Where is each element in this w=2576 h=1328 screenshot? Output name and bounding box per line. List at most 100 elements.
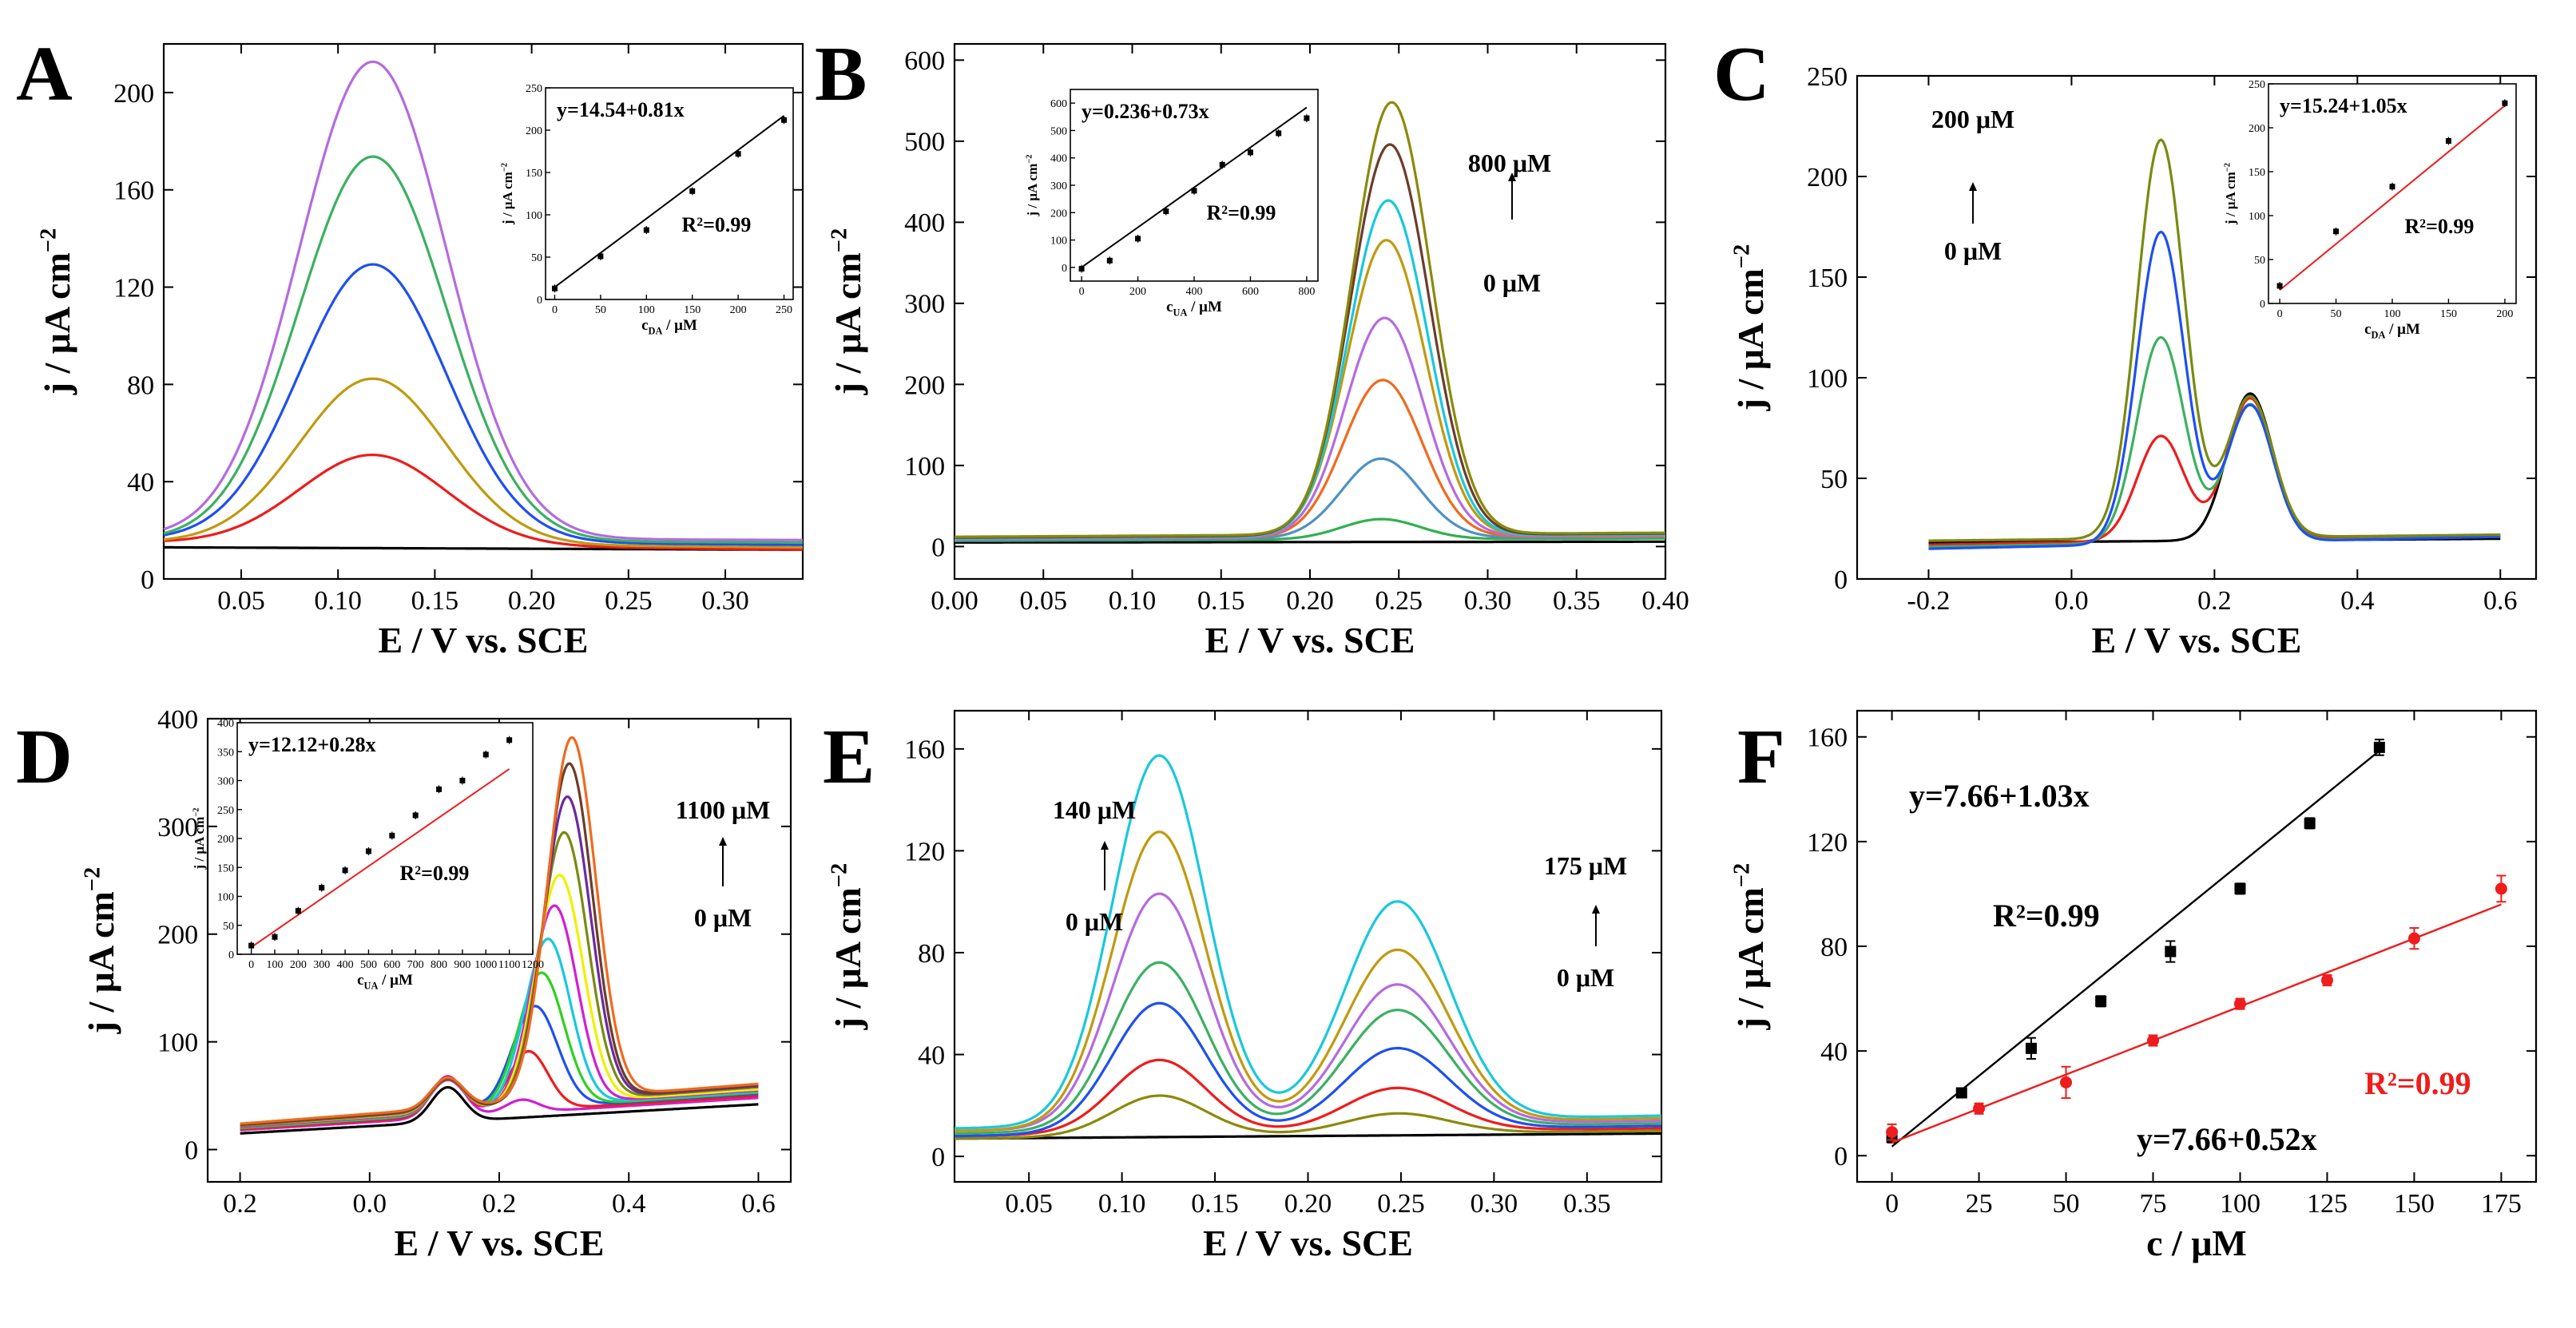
- A-series-2: [163, 377, 803, 549]
- B-annotation-1: 0 μM: [1483, 268, 1541, 297]
- B-inset-xlabel: cUA / μM: [1166, 299, 1222, 319]
- D-inset-ytick-label: 0: [228, 949, 234, 961]
- B-inset-ytick-label: 300: [1050, 180, 1067, 192]
- E-ytick-label: 80: [918, 939, 945, 969]
- C-inset-frame: [2268, 83, 2517, 304]
- F-point-1: [1886, 1126, 1899, 1139]
- D-inset-xtick-label: 100: [266, 959, 283, 971]
- E-xlabel: E / V vs. SCE: [1203, 1223, 1413, 1263]
- C-xlabel: E / V vs. SCE: [2092, 620, 2302, 660]
- D-annotation-1: 0 μM: [694, 903, 752, 932]
- A-series-4: [163, 155, 803, 544]
- A-inset-point: [643, 227, 649, 233]
- A-inset-ytick-label: 250: [526, 83, 542, 95]
- E-annotation-1: 0 μM: [1066, 907, 1123, 936]
- A-ytick-label: 80: [127, 371, 154, 400]
- C-inset-ylabel-sup: −2: [2224, 163, 2233, 172]
- D-inset-ytick-label: 350: [217, 747, 234, 759]
- B-inset-ytick-label: 400: [1050, 153, 1067, 165]
- C-xtick-label: 0.2: [2197, 586, 2232, 616]
- B-inset-ytick-label: 100: [1050, 236, 1067, 248]
- A-inset-equation: y=14.54+0.81x: [557, 98, 685, 121]
- A-series-1: [163, 453, 804, 552]
- A-inset-xtick-label: 100: [638, 304, 655, 316]
- C-inset-point: [2276, 283, 2283, 289]
- B-ytick-label: 100: [904, 452, 945, 482]
- C-ytick-label: 150: [1807, 264, 1848, 293]
- D-inset-fit-line: [251, 768, 510, 949]
- E-series-7: [954, 754, 1661, 1130]
- C-frame: [1856, 74, 2538, 581]
- B-inset-point: [1304, 115, 1310, 121]
- E-series-2: [955, 1058, 1662, 1138]
- E-arrowhead: [1101, 841, 1109, 850]
- C-xtick-label: 0.4: [2340, 586, 2375, 616]
- D-inset-xtick-label: 0: [248, 959, 254, 971]
- B-ytick-label: 400: [904, 208, 945, 238]
- C-inset-fit-line: [2279, 105, 2506, 291]
- B-inset-xtick-label: 400: [1186, 286, 1203, 298]
- A-inset-fit-line: [554, 115, 785, 288]
- B-ytick-label: 200: [904, 371, 945, 400]
- B-ylabel-sup: −2: [828, 228, 852, 253]
- B-inset-point: [1276, 130, 1282, 137]
- D-inset-ylabel-sup: −2: [193, 807, 201, 816]
- C-inset-ylabel-text: j / μA cm: [2223, 172, 2238, 225]
- C-ytick-label: 100: [1807, 364, 1848, 394]
- E-series-3: [954, 1001, 1662, 1138]
- A-ytick-label: 200: [113, 79, 154, 109]
- F-point-1: [2233, 997, 2246, 1010]
- D-inset-xtick-label: 1100: [498, 959, 520, 971]
- F-ytick-label: 120: [1807, 828, 1848, 858]
- B-inset-xlabel-unit: / μM: [1187, 299, 1222, 315]
- D-inset-xlabel: cUA / μM: [357, 972, 413, 992]
- C-xtick-label: -0.2: [1907, 586, 1951, 616]
- D-inset-point: [412, 812, 419, 819]
- A-inset-xtick-label: 50: [595, 304, 606, 316]
- D-inset-xlabel-text: c: [357, 972, 363, 989]
- D-ytick-label: 300: [157, 813, 198, 842]
- C-inset-point: [2389, 184, 2395, 190]
- D-inset-point: [342, 867, 348, 874]
- A-inset-ytick-label: 0: [537, 295, 542, 307]
- A-inset-point: [551, 285, 558, 291]
- D-inset-xtick-label: 700: [407, 959, 424, 971]
- F-xtick-label: 75: [2140, 1189, 2167, 1219]
- B-series-3: [954, 379, 1665, 541]
- D-ytick-label: 100: [157, 1029, 198, 1058]
- D-inset-equation: y=12.12+0.28x: [248, 733, 376, 756]
- C-inset-r2: R²=0.99: [2405, 215, 2475, 238]
- D-xtick-label: 0.4: [612, 1189, 646, 1219]
- C-ytick-label: 250: [1807, 62, 1848, 92]
- F-point-0: [1955, 1087, 1967, 1099]
- B-series-4: [954, 316, 1665, 541]
- C-series-1: [1928, 396, 2501, 546]
- D-inset-point: [272, 934, 278, 940]
- D-ytick-label: 200: [157, 921, 198, 950]
- D-inset-point: [506, 737, 513, 743]
- C-inset-xlabel-sub: DA: [2372, 330, 2386, 341]
- D-xtick-label: 0.2: [223, 1189, 257, 1219]
- D-inset-ytick-label: 150: [217, 862, 234, 874]
- A-xtick-label: 0.05: [217, 586, 265, 616]
- F-xtick-label: 150: [2394, 1189, 2435, 1219]
- A-inset-point: [781, 117, 788, 123]
- C-ytick-label: 50: [1820, 465, 1848, 494]
- A-series-5: [163, 60, 803, 541]
- C-inset-ylabel: j / μA cm−2: [2223, 163, 2238, 225]
- B-inset-ylabel-sup: −2: [1026, 154, 1034, 163]
- A-xtick-label: 0.30: [701, 586, 749, 616]
- F-point-0: [2234, 882, 2246, 894]
- B-ylabel-text: j / μA cm: [828, 252, 868, 395]
- B-inset-point: [1219, 161, 1225, 168]
- F-ytick-label: 80: [1820, 933, 1848, 962]
- C-inset-xtick-label: 150: [2440, 308, 2457, 320]
- D-inset-ytick-label: 50: [223, 921, 234, 933]
- C-inset-xlabel: cDA / μM: [2364, 321, 2420, 341]
- A-inset-ytick-label: 200: [526, 125, 542, 137]
- B-xtick-label: 0.25: [1375, 586, 1423, 616]
- F-fit-line-0: [1891, 750, 2380, 1148]
- A-inset-ylabel-sup: −2: [501, 163, 510, 172]
- C-inset-xtick-label: 50: [2331, 308, 2342, 320]
- B-arrowhead: [1508, 172, 1516, 181]
